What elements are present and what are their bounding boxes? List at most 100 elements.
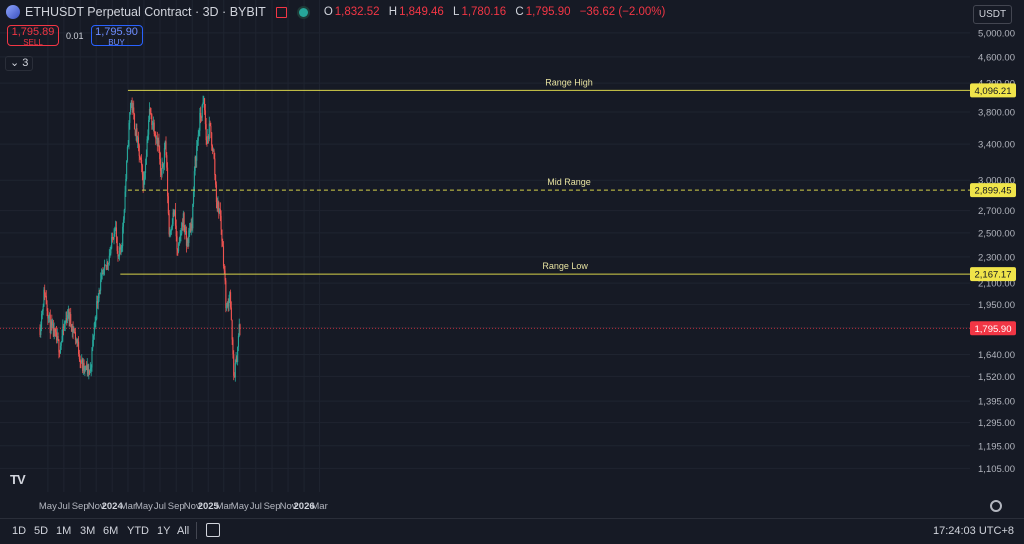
sell-button[interactable]: 1,795.89 SELL (7, 25, 59, 46)
range-6m-button[interactable]: 6M (103, 525, 119, 537)
candle-body (145, 156, 147, 165)
candle-body (93, 323, 95, 336)
candle-body (115, 227, 117, 238)
candle-body (105, 265, 107, 267)
indicators-toggle[interactable]: ⌄ 3 (5, 56, 34, 71)
candle-body (177, 249, 179, 252)
candle-body (193, 191, 195, 205)
candle-body (61, 336, 63, 343)
candle-body (42, 306, 44, 311)
candle-body (234, 363, 236, 378)
candle-body (215, 174, 217, 185)
trade-panel: 1,795.89 SELL 0.01 1,795.90 BUY (7, 25, 143, 46)
candle-body (70, 324, 73, 332)
candle-body (189, 228, 191, 231)
currency-select[interactable]: USDT (973, 5, 1012, 24)
candle-body (47, 310, 49, 319)
indicator-count: 3 (22, 57, 29, 69)
price-axis[interactable]: 5,000.004,600.004,200.003,800.003,400.00… (970, 28, 1016, 475)
candle-body (176, 236, 178, 250)
candle-body (64, 322, 66, 325)
candle-body (65, 318, 67, 323)
price-tick-label: 3,000.00 (978, 176, 1015, 187)
level-price-tag (970, 267, 1016, 282)
candle-body (87, 365, 89, 374)
candle-body (227, 302, 229, 307)
candle-body (52, 324, 54, 337)
level-price-label: 2,167.17 (975, 270, 1012, 281)
candle-body (54, 328, 56, 332)
candle-body (230, 292, 232, 308)
candle-body (142, 174, 144, 188)
candle-body (109, 253, 111, 256)
candle-body (85, 365, 88, 371)
sell-label: SELL (23, 37, 43, 47)
symbol-title[interactable]: ETHUSDT Perpetual Contract · 3D · BYBIT (25, 5, 266, 19)
candle-body (99, 290, 101, 292)
range-1m-button[interactable]: 1M (56, 525, 72, 537)
candle-body (82, 363, 84, 371)
time-tick-label: Sep (264, 501, 281, 512)
candle-body (133, 107, 135, 115)
range-1d-button[interactable]: 1D (12, 525, 27, 537)
candle-body (185, 231, 187, 235)
candle-body (172, 212, 174, 225)
range-1y-button[interactable]: 1Y (157, 525, 171, 537)
candle-body (51, 321, 53, 326)
candle-body (219, 209, 221, 216)
level-name: Range High (545, 77, 593, 87)
market-status-icon[interactable] (298, 7, 308, 17)
candle-body (179, 235, 181, 238)
range-ytd-button[interactable]: YTD (127, 525, 149, 537)
calendar-icon[interactable] (206, 523, 220, 537)
candle-body (238, 324, 240, 336)
candle-body (147, 134, 149, 140)
candle-body (148, 109, 151, 121)
range-5d-button[interactable]: 5D (34, 525, 49, 537)
candle-body (88, 370, 90, 374)
candle-body (95, 319, 97, 322)
candle-body (182, 213, 184, 227)
candle-body (71, 325, 73, 332)
open-label: O (323, 6, 333, 18)
price-tick-label: 1,105.00 (978, 464, 1015, 475)
price-tick-label: 1,195.00 (978, 441, 1015, 452)
candle-body (158, 140, 160, 152)
candle-body (152, 124, 154, 126)
high-value: 1,849.46 (399, 6, 444, 18)
candle-body (180, 233, 182, 236)
price-tick-label: 1,950.00 (978, 300, 1015, 311)
tradingview-logo-icon[interactable]: TV (10, 472, 26, 487)
range-all-button[interactable]: All (177, 525, 190, 537)
clock[interactable]: 17:24:03 UTC+8 (932, 525, 1014, 537)
level-price-tag (970, 83, 1016, 98)
ohlc-values: O 1,832.52 H 1,849.46 L 1,780.16 C 1,795.90 … (324, 6, 672, 18)
candle-body (45, 295, 47, 305)
candle-body (46, 304, 48, 311)
candle-body (204, 110, 206, 125)
candle-body (215, 184, 217, 202)
candle-body (130, 103, 132, 113)
gear-icon[interactable] (990, 500, 1002, 512)
candle-body (73, 331, 75, 333)
candle-body (225, 280, 227, 309)
candle-body (236, 357, 238, 362)
candle-body (141, 165, 143, 175)
candle-body (120, 247, 122, 250)
symbol-icon[interactable] (6, 5, 20, 19)
high-label: H (388, 6, 398, 18)
candle-body (224, 270, 226, 281)
flag-icon[interactable] (275, 6, 287, 18)
candle-body (143, 178, 145, 188)
buy-button[interactable]: 1,795.90 BUY (90, 25, 143, 46)
price-chart[interactable]: Range High Mid Range Range Low 5,000.00 4,6… (0, 0, 1024, 518)
range-3m-button[interactable]: 3M (80, 525, 96, 537)
candle-body (223, 266, 225, 271)
candle-body (74, 331, 76, 341)
candle-body (48, 314, 50, 316)
candle-body (94, 321, 96, 324)
candle-body (83, 363, 85, 371)
candle-body (167, 196, 169, 214)
candle-body (100, 279, 102, 291)
